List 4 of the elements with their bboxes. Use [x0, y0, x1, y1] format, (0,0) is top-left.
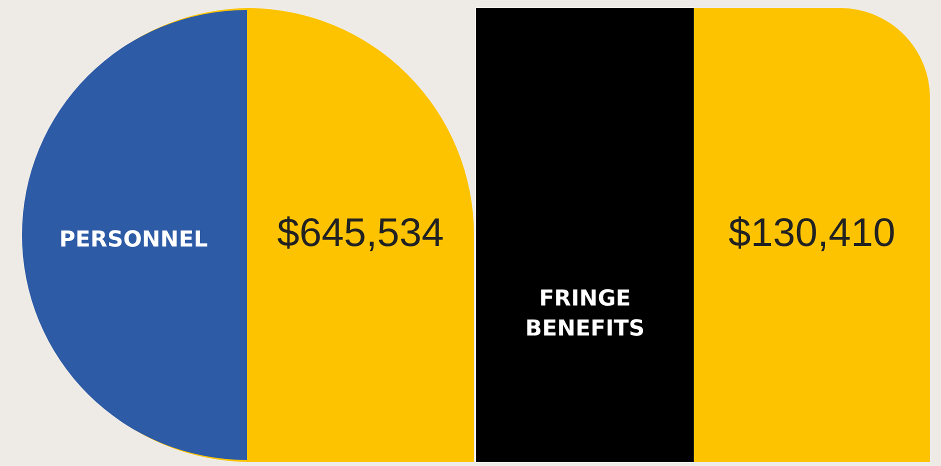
- category-label: PERSONNEL: [59, 228, 208, 253]
- data-label: $645,534: [277, 211, 444, 256]
- category-label: FRINGE BENEFITS: [525, 286, 645, 342]
- data-label: $130,410: [728, 211, 896, 256]
